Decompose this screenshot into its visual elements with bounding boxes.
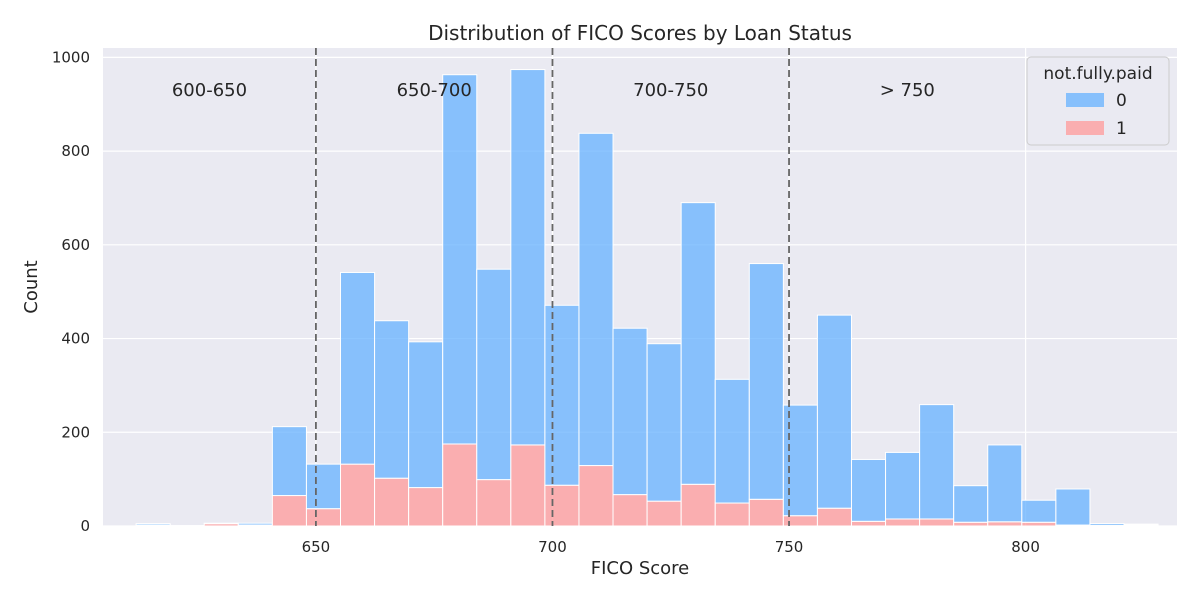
x-tick-label: 650 [302, 538, 331, 556]
y-tick-labels: 0 200 400 600 800 1000 [52, 48, 90, 535]
region-label: 650-700 [397, 80, 472, 101]
bar-series-0 [988, 445, 1022, 522]
legend-title: not.fully.paid [1043, 64, 1152, 84]
bar-series-0 [238, 523, 272, 525]
legend-label-1: 1 [1116, 119, 1127, 139]
y-tick-label: 800 [61, 142, 90, 160]
bar-series-1 [409, 488, 443, 526]
bar-series-0 [341, 272, 375, 464]
bar-series-0 [375, 321, 409, 478]
bar-series-1 [443, 444, 477, 526]
y-tick-label: 400 [61, 330, 90, 348]
x-tick-label: 750 [775, 538, 804, 556]
bar-series-0 [306, 464, 340, 509]
x-tick-label: 700 [538, 538, 567, 556]
bar-series-1 [272, 496, 306, 526]
bar-series-0 [954, 486, 988, 523]
bar-series-0 [681, 203, 715, 485]
bar-series-1 [1022, 522, 1056, 526]
bar-series-1 [306, 509, 340, 526]
bar-series-0 [749, 264, 783, 500]
bar-series-1 [511, 445, 545, 526]
bar-series-0 [715, 379, 749, 503]
bar-series-0 [886, 452, 920, 519]
bar-series-0 [409, 342, 443, 488]
bar-series-0 [511, 70, 545, 445]
y-tick-label: 600 [61, 236, 90, 254]
bar-series-1 [715, 503, 749, 526]
bar-series-1 [988, 522, 1022, 526]
bar-series-0 [443, 75, 477, 444]
bar-series-1 [681, 484, 715, 526]
bar-series-1 [954, 522, 988, 526]
y-axis-label: Count [21, 260, 42, 313]
bar-series-0 [1124, 524, 1158, 525]
bar-series-1 [375, 478, 409, 526]
bar-series-0 [579, 133, 613, 465]
bar-series-0 [920, 405, 954, 519]
bar-series-1 [613, 495, 647, 526]
bar-series-1 [817, 508, 851, 526]
bar-series-1 [341, 464, 375, 526]
legend-label-0: 0 [1116, 91, 1127, 111]
chart-title: Distribution of FICO Scores by Loan Stat… [428, 21, 852, 45]
bar-series-1 [851, 521, 885, 526]
legend-swatch-0 [1066, 93, 1104, 107]
x-tick-label: 800 [1011, 538, 1040, 556]
bar-series-1 [545, 485, 579, 526]
legend-swatch-1 [1066, 121, 1104, 135]
y-tick-label: 200 [61, 423, 90, 441]
bar-series-0 [851, 459, 885, 521]
x-tick-labels: 650 700 750 800 [302, 538, 1040, 556]
bar-series-1 [749, 499, 783, 526]
bar-series-1 [579, 466, 613, 526]
bar-series-0 [272, 427, 306, 496]
bar-series-0 [1090, 524, 1124, 526]
bar-series-0 [613, 328, 647, 494]
bar-series-1 [920, 519, 954, 526]
region-label: 700-750 [633, 80, 708, 101]
x-axis-label: FICO Score [591, 558, 690, 579]
bar-series-1 [477, 480, 511, 526]
legend: not.fully.paid 0 1 [1027, 57, 1169, 145]
region-label: > 750 [880, 80, 935, 101]
bar-series-1 [886, 519, 920, 526]
bar-series-0 [817, 315, 851, 508]
y-tick-label: 0 [80, 517, 90, 535]
bar-series-0 [477, 269, 511, 479]
region-label: 600-650 [172, 80, 247, 101]
bar-series-0 [647, 344, 681, 501]
bar-series-0 [1022, 500, 1056, 522]
bar-series-0 [545, 305, 579, 485]
bar-series-1 [647, 501, 681, 526]
y-tick-label: 1000 [52, 48, 90, 66]
bar-series-0 [1056, 489, 1090, 525]
bar-series-0 [136, 524, 170, 525]
